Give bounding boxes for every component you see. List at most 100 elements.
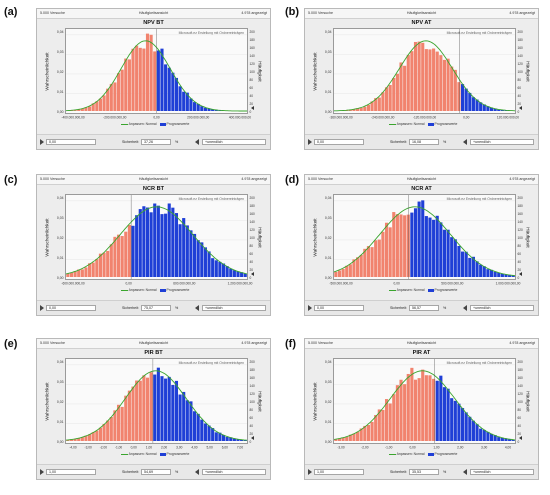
- histogram-bar: [91, 262, 95, 277]
- certainty-input[interactable]: 75,07: [141, 305, 171, 311]
- histogram-bar: [127, 390, 131, 441]
- marker-arrow-icon: [251, 106, 254, 110]
- view-mode[interactable]: Häufigkeitsansicht: [406, 11, 437, 15]
- certainty-bar: 1,00 Sicherheit: 54,69% +unendlich: [37, 464, 270, 479]
- histogram-bar: [493, 435, 497, 441]
- histogram-bar: [424, 216, 428, 277]
- histogram-bar: [207, 108, 211, 111]
- certainty-input[interactable]: 56,57: [409, 305, 439, 311]
- view-mode[interactable]: Häufigkeitsansicht: [138, 341, 169, 345]
- lower-grabber-icon[interactable]: [40, 139, 44, 145]
- histogram-plot: Microsoft.ez Erstellung mit Ordnereinträ…: [333, 28, 516, 114]
- histogram-bar: [439, 222, 443, 277]
- histogram-bar: [464, 88, 468, 111]
- lower-bound-input[interactable]: 0,00: [46, 139, 96, 145]
- histogram-bar: [182, 91, 186, 111]
- x-tick-label: -360.000.000,00: [329, 116, 352, 120]
- upper-grabber-icon[interactable]: [463, 469, 467, 475]
- fit-curve: [334, 40, 515, 112]
- histogram-bar: [116, 404, 121, 441]
- histogram-bar: [428, 49, 432, 111]
- certainty-input[interactable]: 54,69: [141, 469, 171, 475]
- histogram-bar: [73, 271, 77, 277]
- histogram-bar: [77, 109, 81, 111]
- histogram-bar: [156, 205, 160, 277]
- view-mode[interactable]: Häufigkeitsansicht: [406, 177, 437, 181]
- certainty-input[interactable]: 16,08: [409, 139, 439, 145]
- upper-bound-input[interactable]: +unendlich: [202, 305, 266, 311]
- lower-grabber-icon[interactable]: [40, 469, 44, 475]
- upper-grabber-icon[interactable]: [463, 305, 467, 311]
- histogram-bar: [475, 99, 479, 111]
- watermark-text: Microsoft.ez Erstellung mit Ordnereinträ…: [178, 31, 244, 35]
- histogram-bar: [106, 420, 110, 441]
- y2-tick-label: 160: [518, 212, 524, 216]
- lower-bound-input[interactable]: 0,00: [314, 139, 364, 145]
- upper-bound-input[interactable]: +unendlich: [470, 469, 534, 475]
- lower-grabber-icon[interactable]: [308, 139, 312, 145]
- chart-title: PIR AT: [412, 350, 431, 356]
- histogram-bar: [471, 420, 475, 441]
- certainty-input[interactable]: 37,26: [141, 139, 171, 145]
- histogram-bar: [356, 257, 360, 277]
- view-mode[interactable]: Häufigkeitsansicht: [406, 341, 437, 345]
- upper-grabber-icon[interactable]: [195, 305, 199, 311]
- histogram-bar: [424, 375, 428, 441]
- histogram-bar: [167, 376, 171, 441]
- histogram-bar: [348, 264, 352, 277]
- chart-title: NCR AT: [411, 186, 432, 192]
- histogram-bar: [113, 410, 117, 441]
- y-tick-label: 0,01: [325, 256, 332, 260]
- view-mode[interactable]: Häufigkeitsansicht: [138, 177, 169, 181]
- upper-bound-input[interactable]: +unendlich: [202, 469, 266, 475]
- histogram-bar: [337, 438, 342, 441]
- histogram-bar: [482, 429, 486, 441]
- legend-bars-label: Prognosewerte: [166, 288, 190, 292]
- marker-arrow-icon: [251, 436, 254, 440]
- histogram-bar: [384, 222, 389, 277]
- histogram-bar: [185, 92, 189, 111]
- histogram-bar: [471, 97, 475, 111]
- histogram-bar: [102, 95, 106, 111]
- y2-tick-label: 180: [250, 204, 256, 208]
- y2-tick-label: 60: [518, 252, 522, 256]
- lower-grabber-icon[interactable]: [40, 305, 44, 311]
- histogram-bar: [113, 82, 117, 111]
- y2-tick-label: 140: [518, 220, 524, 224]
- histogram-bar: [486, 431, 490, 441]
- histogram-bar: [482, 266, 486, 277]
- histogram-bar: [345, 265, 349, 277]
- y2-tick-label: 80: [250, 408, 254, 412]
- x-tick-label: 6,00: [222, 446, 228, 450]
- lower-bound-input[interactable]: 0,00: [46, 305, 96, 311]
- histogram-bar: [171, 72, 175, 111]
- lower-grabber-icon[interactable]: [308, 305, 312, 311]
- histogram-bar: [221, 263, 226, 277]
- x-tick-label: 1.200.000.000,00: [228, 282, 253, 286]
- histogram-bar: [164, 213, 168, 277]
- upper-grabber-icon[interactable]: [195, 139, 199, 145]
- panel-label: (d): [285, 174, 300, 186]
- histogram-bar: [392, 212, 396, 277]
- y2-tick-label: 120: [250, 62, 256, 66]
- lower-grabber-icon[interactable]: [308, 469, 312, 475]
- shown-count: 4.978 angezeigt: [509, 177, 535, 181]
- histogram-bar: [153, 51, 157, 111]
- upper-grabber-icon[interactable]: [195, 469, 199, 475]
- upper-bound-input[interactable]: +unendlich: [202, 139, 266, 145]
- y2-tick-label: 100: [250, 70, 256, 74]
- lower-bound-input[interactable]: 1,00: [46, 469, 96, 475]
- certainty-input[interactable]: 35,53: [409, 469, 439, 475]
- histogram-bar: [127, 59, 131, 111]
- upper-bound-input[interactable]: +unendlich: [470, 139, 534, 145]
- lower-bound-input[interactable]: 0,00: [314, 305, 364, 311]
- y-tick-label: 0,02: [57, 70, 64, 74]
- histogram-bar: [142, 375, 146, 441]
- upper-bound-input[interactable]: +unendlich: [470, 305, 534, 311]
- view-mode[interactable]: Häufigkeitsansicht: [138, 11, 169, 15]
- axes-overlay: 0,00 0,01 0,02 0,03 0,04 0 20 40 60 80 100 120 140 16…: [325, 196, 524, 285]
- upper-grabber-icon[interactable]: [463, 139, 467, 145]
- trials-count: 5.000 Versuche: [308, 177, 333, 181]
- histogram-bar: [370, 101, 374, 111]
- lower-bound-input[interactable]: 1,00: [314, 469, 364, 475]
